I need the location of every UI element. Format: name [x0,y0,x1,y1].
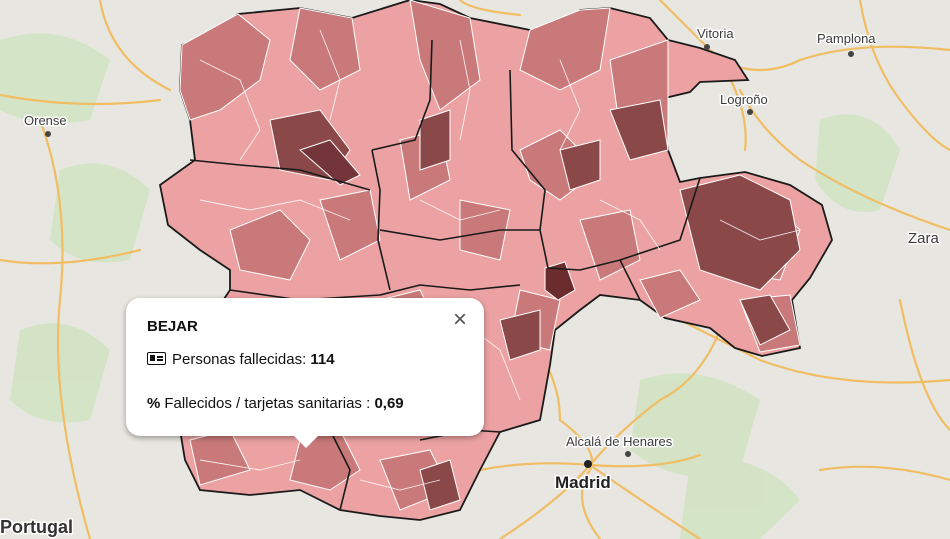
city-dot-madrid [584,460,592,468]
country-label-portugal: Portugal [0,517,73,537]
city-label-vitoria: Vitoria [697,26,734,41]
city-labels: Vitoria Pamplona Logroño Orense Zara Alc… [0,25,941,539]
city-dot-pamplona [848,51,854,57]
popup-tail [292,434,320,448]
city-dot-orense [45,131,51,137]
city-label-pamplona: Pamplona [817,31,876,46]
popup-row-fallecidas: Personas fallecidas: 114 [147,351,335,368]
ratio-label: Fallecidos / tarjetas sanitarias : [164,395,375,412]
info-popup: BEJAR × Personas fallecidas: 114 % Fallec… [126,298,484,436]
city-label-logrono: Logroño [720,92,768,107]
fallecidas-label: Personas fallecidas: [172,351,311,368]
city-dot-vitoria [704,44,710,50]
ratio-value: 0,69 [374,395,404,412]
id-card-icon [147,352,166,365]
region-patch-darkest [544,261,576,301]
region-patches-dark [269,99,801,511]
city-dot-alcala [625,451,631,457]
city-label-zara: Zara [908,230,940,247]
city-label-orense: Orense [24,113,67,128]
province-boundaries [189,39,701,511]
region-patch-darkest-2 [299,139,361,186]
percent-icon: % [147,395,161,412]
close-icon[interactable]: × [452,306,467,333]
fallecidas-value: 114 [310,351,335,368]
city-label-madrid: Madrid [555,473,611,492]
city-label-alcala: Alcalá de Henares [566,434,673,449]
city-dot-logrono [747,109,753,115]
popup-row-ratio: % Fallecidos / tarjetas sanitarias : 0,69 [147,395,404,412]
popup-title: BEJAR [147,318,198,335]
